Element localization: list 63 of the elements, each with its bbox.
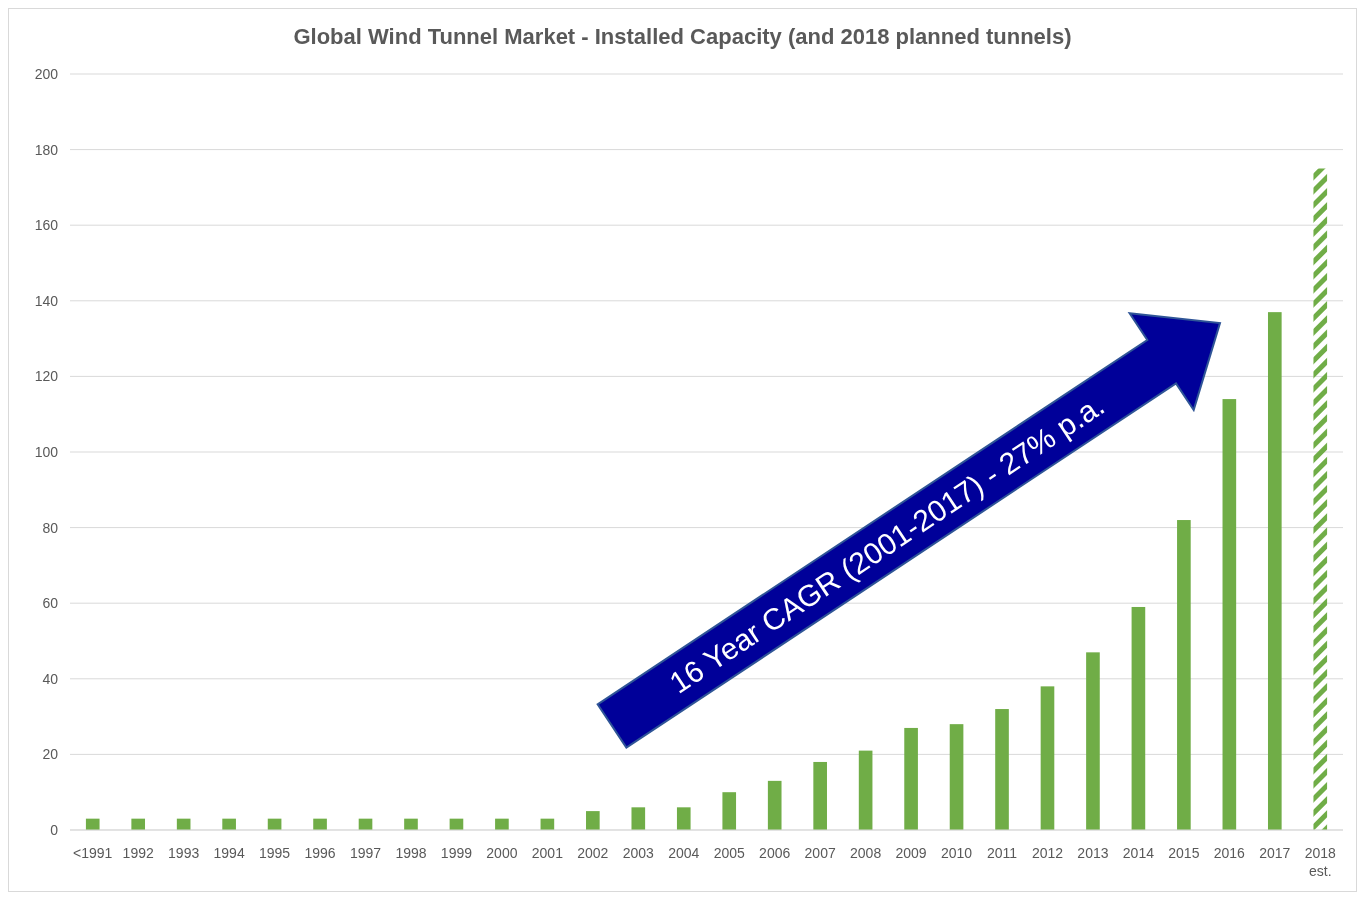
bar [1313, 168, 1328, 830]
bar [858, 750, 873, 830]
x-tick-label: 1996 [304, 845, 336, 861]
bar [1086, 652, 1100, 830]
x-tick-label: 1992 [122, 845, 154, 861]
x-tick-label: 1995 [259, 845, 291, 861]
y-tick-label: 80 [42, 519, 59, 536]
x-tick-label: 1993 [168, 845, 200, 861]
bar [813, 761, 827, 830]
bar [676, 807, 691, 830]
y-tick-label: 180 [34, 141, 59, 158]
bar [767, 780, 782, 830]
bar [85, 818, 100, 830]
y-tick-label: 20 [42, 746, 59, 763]
y-tick-label: 60 [42, 595, 59, 612]
x-tick-label: 1998 [395, 845, 427, 861]
bar [222, 818, 236, 830]
x-tick-label: 2014 [1122, 845, 1155, 861]
bar [1267, 312, 1282, 830]
bar [495, 818, 509, 830]
x-tick-label: 2002 [577, 845, 609, 861]
y-tick-label: 140 [34, 292, 59, 309]
x-tick-label: 2007 [804, 845, 836, 861]
x-tick-label: 1997 [349, 845, 382, 861]
x-tick-label: 2008 [850, 845, 882, 861]
bar [1040, 686, 1055, 830]
x-tick-label: 2006 [759, 845, 791, 861]
x-tick-label: 2003 [622, 845, 655, 861]
y-tick-label: 40 [42, 670, 59, 687]
x-tick-label: 1994 [213, 845, 245, 861]
x-tick-label: 2018 est. [1304, 845, 1337, 879]
x-tick-label: 2009 [895, 845, 927, 861]
y-tick-label: 0 [50, 821, 59, 838]
bar [1177, 520, 1191, 830]
bar [404, 818, 418, 830]
x-tick-label: 2001 [531, 845, 564, 861]
bar [949, 724, 964, 830]
bar [722, 792, 737, 830]
x-tick-label: 2013 [1077, 845, 1109, 861]
y-tick-label: 160 [34, 217, 59, 234]
bar [1222, 399, 1237, 830]
bar [131, 818, 146, 830]
x-tick-label: 1999 [440, 845, 473, 861]
x-tick-label: 2012 [1031, 845, 1064, 861]
y-tick-label: 200 [34, 65, 59, 82]
chart-title: Global Wind Tunnel Market - Installed Capacity (and 2018 planned tunnels) [293, 24, 1072, 49]
x-tick-label: 2010 [940, 845, 973, 861]
x-tick-label: 2000 [486, 845, 518, 861]
y-tick-label: 100 [34, 443, 59, 460]
x-tick-label: 2011 [986, 845, 1018, 861]
x-tick-label: 2004 [668, 845, 700, 861]
x-tick-label: 2016 [1213, 845, 1246, 861]
bar [313, 818, 327, 830]
y-tick-label: 120 [34, 368, 59, 385]
bar [904, 727, 918, 830]
x-tick-label: 2005 [713, 845, 746, 861]
bar [995, 709, 1009, 830]
bar [631, 807, 646, 830]
bar [1131, 606, 1146, 830]
x-tick-label: <1991 [73, 845, 113, 861]
bar [586, 811, 600, 830]
x-tick-label: 2015 [1168, 845, 1200, 861]
x-tick-label: 2017 [1259, 845, 1291, 861]
